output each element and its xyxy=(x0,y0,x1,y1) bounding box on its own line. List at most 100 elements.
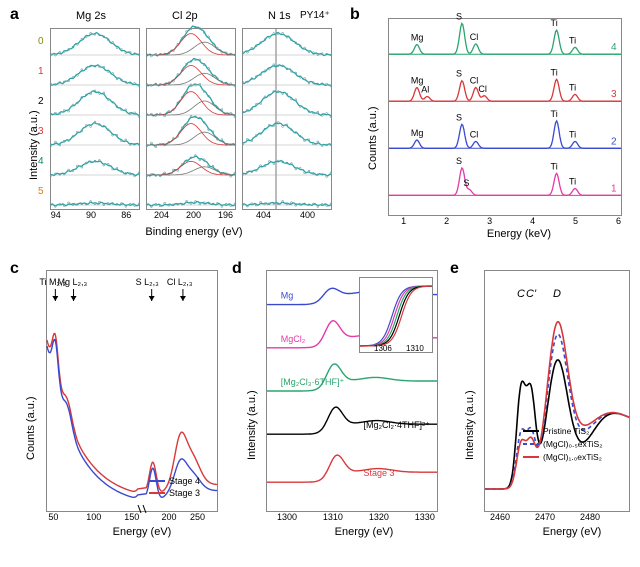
panel-b-xtick: 4 xyxy=(530,216,535,226)
panel-e-xlabel: Energy (eV) xyxy=(522,526,622,538)
svg-text:Cl L₂,₃: Cl L₂,₃ xyxy=(167,277,193,287)
svg-text:Pristine TiS₂: Pristine TiS₂ xyxy=(543,426,589,436)
svg-text:Ti: Ti xyxy=(569,35,576,45)
svg-text:Ti: Ti xyxy=(569,176,576,186)
svg-text:Mg L₂,₃: Mg L₂,₃ xyxy=(58,277,88,287)
panel-d-plot: MgMgCl₂[Mg₂Cl₃·6THF]⁺[Mg₂Cl₂·4THF]²⁺Stag… xyxy=(266,270,438,512)
svg-text:4: 4 xyxy=(611,42,617,53)
panel-c-xtick: 200 xyxy=(162,512,177,522)
panel-d-label: d xyxy=(232,260,242,278)
panel-a-label: a xyxy=(10,6,19,24)
panel-b-xtick: 3 xyxy=(487,216,492,226)
panel-a-subplot-title: Mg 2s xyxy=(76,10,106,22)
svg-text:Ti: Ti xyxy=(551,161,558,171)
panel-e-xtick: 2470 xyxy=(535,512,555,522)
svg-text:S L₂,₃: S L₂,₃ xyxy=(136,277,160,287)
panel-e-label: e xyxy=(450,260,459,278)
svg-text:Mg: Mg xyxy=(411,33,424,43)
svg-text:D: D xyxy=(553,288,561,300)
svg-text:[Mg₂Cl₂·4THF]²⁺: [Mg₂Cl₂·4THF]²⁺ xyxy=(363,420,429,430)
panel-b-ylabel: Counts (a.u.) xyxy=(367,106,379,170)
panel-d-inset: 13061310 xyxy=(359,277,433,353)
svg-text:MgCl₂: MgCl₂ xyxy=(281,334,306,344)
panel-a-xtick: 400 xyxy=(300,210,315,220)
panel-a-xtick: 200 xyxy=(186,210,201,220)
svg-text:3: 3 xyxy=(611,89,617,100)
panel-c-ylabel: Counts (a.u.) xyxy=(25,396,37,460)
panel-a-xtick: 196 xyxy=(218,210,233,220)
panel-b-xtick: 2 xyxy=(444,216,449,226)
svg-text:C': C' xyxy=(526,288,537,300)
svg-text:S: S xyxy=(456,156,462,166)
panel-d-xtick: 1330 xyxy=(415,512,435,522)
svg-text:Cl: Cl xyxy=(478,84,487,94)
panel-e-ylabel: Intensity (a.u.) xyxy=(464,390,476,460)
panel-a-subplot-title: Cl 2p xyxy=(172,10,198,22)
panel-c-xlabel: Energy (eV) xyxy=(92,526,192,538)
panel-d: Intensity (a.u.) MgMgCl₂[Mg₂Cl₃·6THF]⁺[M… xyxy=(244,260,442,550)
svg-text:1: 1 xyxy=(611,183,617,194)
panel-b-xtick: 6 xyxy=(616,216,621,226)
panel-a-row-index: 2 xyxy=(38,96,44,107)
svg-text:1306: 1306 xyxy=(374,344,392,353)
svg-text:(MgCl)₁.₀exTiS₂: (MgCl)₁.₀exTiS₂ xyxy=(543,452,602,462)
svg-text:Cl: Cl xyxy=(470,76,479,86)
panel-a-subplot-box xyxy=(50,28,140,210)
svg-text:2: 2 xyxy=(611,136,617,147)
panel-a-row-index: 0 xyxy=(38,36,44,47)
svg-text:Ti: Ti xyxy=(569,129,576,139)
svg-text:C: C xyxy=(517,288,525,300)
panel-a-extra-title: PY14⁺ xyxy=(300,10,330,21)
panel-a-subplot-box xyxy=(242,28,332,210)
panel-b: Counts (a.u.) MgSClTiTi4MgAlSClClTiTi3Mg… xyxy=(364,10,630,240)
panel-a-xtick: 94 xyxy=(51,210,61,220)
svg-text:Ti: Ti xyxy=(569,82,576,92)
panel-d-xlabel: Energy (eV) xyxy=(314,526,414,538)
panel-a-xlabel: Binding energy (eV) xyxy=(104,226,284,238)
panel-b-xtick: 5 xyxy=(573,216,578,226)
panel-d-xtick: 1320 xyxy=(369,512,389,522)
panel-a-row-index: 4 xyxy=(38,156,44,167)
panel-b-label: b xyxy=(350,6,360,24)
panel-c-xtick: 250 xyxy=(190,512,205,522)
svg-text:S: S xyxy=(456,69,462,79)
panel-c-xtick: 100 xyxy=(86,512,101,522)
xps-eels-xas-figure: { "panel_labels": {"a":"a","b":"b","c":"… xyxy=(0,0,640,567)
svg-text:S: S xyxy=(463,178,469,188)
panel-d-xtick: 1310 xyxy=(323,512,343,522)
panel-e-xtick: 2480 xyxy=(580,512,600,522)
svg-text:(MgCl)₀.₅exTiS₂: (MgCl)₀.₅exTiS₂ xyxy=(543,439,603,449)
panel-e: Intensity (a.u.) CC' D Pristine TiS₂ (MgCl)… xyxy=(462,260,634,550)
panel-a-ylabel: Intensity (a.u.) xyxy=(28,110,40,180)
panel-c-xtick: 50 xyxy=(48,512,58,522)
panel-a-xtick: 204 xyxy=(154,210,169,220)
panel-d-xtick: 1300 xyxy=(277,512,297,522)
panel-d-ylabel: Intensity (a.u.) xyxy=(246,390,258,460)
svg-text:Stage 3: Stage 3 xyxy=(169,488,200,498)
panel-c-label: c xyxy=(10,260,19,278)
svg-text:Ti: Ti xyxy=(551,67,558,77)
panel-a-xtick: 86 xyxy=(121,210,131,220)
svg-text:Cl: Cl xyxy=(470,32,479,42)
svg-text:S: S xyxy=(456,112,462,122)
panel-a-row-index: 5 xyxy=(38,186,44,197)
panel-a: Intensity (a.u.) Mg 2s949086Cl 2p2042001… xyxy=(24,10,334,240)
panel-c: Counts (a.u.) Ti M₂,₃Mg L₂,₃S L₂,₃Cl L₂,… xyxy=(22,260,222,550)
panel-a-row-index: 3 xyxy=(38,126,44,137)
svg-text:Cl: Cl xyxy=(470,129,479,139)
panel-a-subplot-title: N 1s xyxy=(268,10,291,22)
svg-text:S: S xyxy=(456,11,462,21)
panel-c-plot: Ti M₂,₃Mg L₂,₃S L₂,₃Cl L₂,₃Stage 4Stage … xyxy=(46,270,218,512)
svg-text:Ti: Ti xyxy=(551,18,558,28)
panel-b-xtick: 1 xyxy=(401,216,406,226)
panel-a-xtick: 90 xyxy=(86,210,96,220)
panel-e-xtick: 2460 xyxy=(490,512,510,522)
panel-b-xlabel: Energy (keV) xyxy=(464,228,574,240)
panel-e-plot: CC' D Pristine TiS₂ (MgCl)₀.₅exTiS₂ (MgCl)₁.… xyxy=(484,270,630,512)
svg-text:Mg: Mg xyxy=(281,291,294,301)
panel-a-xtick: 404 xyxy=(256,210,271,220)
svg-text:Stage 3: Stage 3 xyxy=(363,468,394,478)
panel-b-plot: MgSClTiTi4MgAlSClClTiTi3MgSClTiTi2SSTiTi… xyxy=(388,18,622,216)
svg-text:Ti: Ti xyxy=(551,109,558,119)
panel-a-subplot-box xyxy=(146,28,236,210)
